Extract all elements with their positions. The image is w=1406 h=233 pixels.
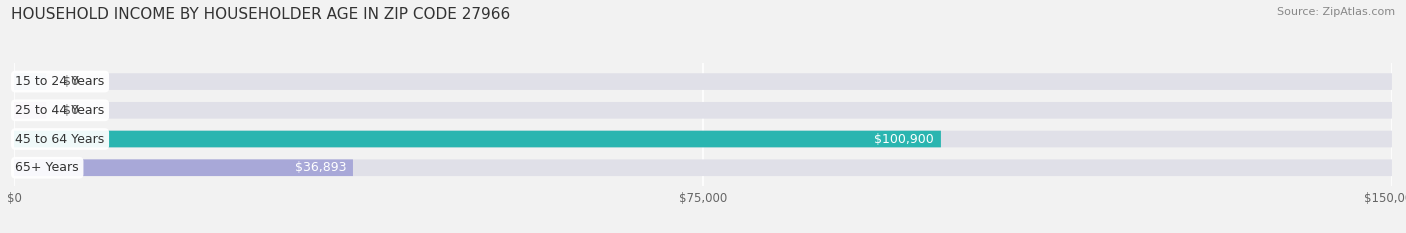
Text: $36,893: $36,893 xyxy=(295,161,346,174)
FancyBboxPatch shape xyxy=(14,131,1392,147)
Text: $100,900: $100,900 xyxy=(875,133,934,146)
FancyBboxPatch shape xyxy=(14,73,46,90)
Text: 45 to 64 Years: 45 to 64 Years xyxy=(15,133,104,146)
FancyBboxPatch shape xyxy=(14,102,46,119)
FancyBboxPatch shape xyxy=(14,159,353,176)
Text: Source: ZipAtlas.com: Source: ZipAtlas.com xyxy=(1277,7,1395,17)
Text: $0: $0 xyxy=(63,75,79,88)
Text: 25 to 44 Years: 25 to 44 Years xyxy=(15,104,104,117)
FancyBboxPatch shape xyxy=(14,102,1392,119)
Text: 15 to 24 Years: 15 to 24 Years xyxy=(15,75,104,88)
Text: $0: $0 xyxy=(63,104,79,117)
Text: 65+ Years: 65+ Years xyxy=(15,161,79,174)
FancyBboxPatch shape xyxy=(14,73,1392,90)
FancyBboxPatch shape xyxy=(14,159,1392,176)
FancyBboxPatch shape xyxy=(14,131,941,147)
Text: HOUSEHOLD INCOME BY HOUSEHOLDER AGE IN ZIP CODE 27966: HOUSEHOLD INCOME BY HOUSEHOLDER AGE IN Z… xyxy=(11,7,510,22)
